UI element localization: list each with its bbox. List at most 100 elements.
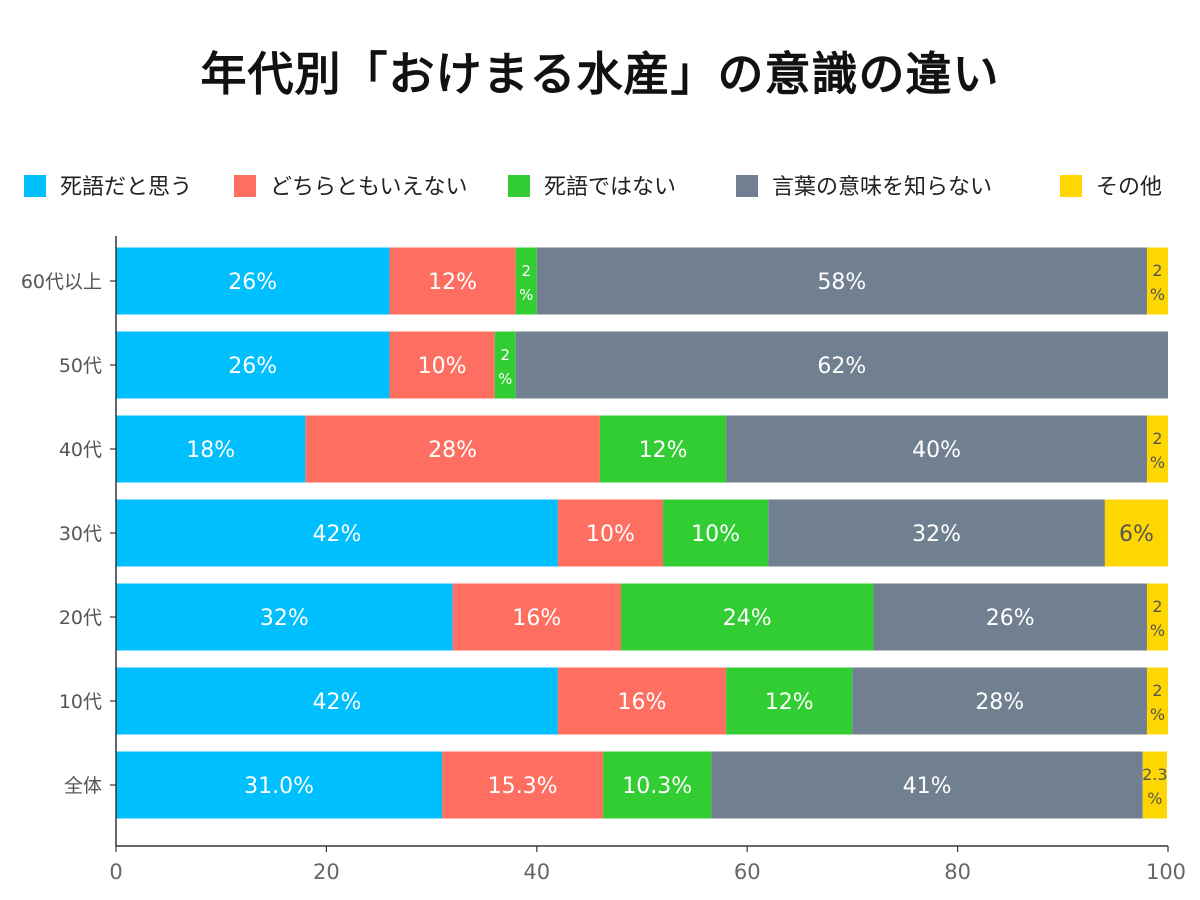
data-label: 2.3 (1142, 765, 1167, 784)
bar-segment (603, 751, 712, 819)
x-tick-label: 60 (734, 860, 761, 884)
category-label: 30代 (59, 523, 102, 545)
data-label-unit: % (1150, 453, 1165, 472)
data-label: 2 (1152, 261, 1162, 280)
bar-segment (1146, 667, 1168, 735)
data-label: 32% (912, 522, 961, 547)
chart-title: 年代別「おけまる水産」の意識の違い (200, 47, 1000, 101)
category-label: 20代 (59, 607, 102, 629)
legend-swatch (24, 175, 46, 197)
legend-label: その他 (1096, 175, 1162, 200)
data-label-unit: % (1150, 621, 1165, 640)
data-label: 62% (817, 354, 866, 379)
legend-swatch (1060, 175, 1082, 197)
data-label: 6% (1119, 522, 1154, 547)
bar-segment (599, 415, 727, 483)
bar-segment (389, 247, 516, 315)
data-label: 2 (1152, 597, 1162, 616)
data-label-unit: % (1147, 789, 1162, 808)
legend-label: 死語ではない (544, 175, 676, 200)
data-label: 12% (639, 438, 688, 463)
data-label: 10.3% (622, 774, 692, 799)
bar-segment (116, 247, 390, 315)
category-label: 50代 (59, 355, 102, 377)
data-label: 18% (186, 438, 235, 463)
data-label: 2 (500, 346, 510, 364)
bar-segment (711, 751, 1143, 819)
category-label: 60代以上 (21, 271, 102, 293)
legend-swatch (736, 175, 758, 197)
bar-row: 31.0% 15.3% 10.3% 41% 2.3% (116, 751, 1168, 819)
legend-item: その他 (1060, 175, 1162, 200)
bar-segment (116, 331, 390, 399)
bar-row: 42% 16% 12% 28% 2% (116, 667, 1168, 735)
data-label-unit: % (1150, 705, 1165, 724)
bar-segment (116, 751, 443, 819)
legend-label: 死語だと思う (60, 175, 192, 200)
bar-segment (663, 499, 769, 567)
category-label: 40代 (59, 439, 102, 461)
data-label-unit: % (498, 370, 512, 388)
bar-segment (1146, 583, 1168, 651)
bar-segment (557, 667, 727, 735)
x-tick-label: 0 (109, 860, 122, 884)
bar-segment (515, 331, 1168, 399)
legend: 死語だと思う どちらともいえない 死語ではない 言葉の意味を知らない その他 (24, 175, 1162, 200)
bar-segment (1146, 415, 1168, 483)
data-label: 2 (1152, 681, 1162, 700)
data-label: 41% (903, 774, 952, 799)
data-label-unit: % (1150, 285, 1165, 304)
data-label: 42% (312, 690, 361, 715)
legend-item: 言葉の意味を知らない (736, 175, 992, 200)
data-label: 26% (228, 270, 277, 295)
bar-row: 26% 10% 2% 62% (116, 331, 1168, 399)
data-label: 58% (817, 270, 866, 295)
legend-item: どちらともいえない (234, 175, 468, 200)
bar-segment (116, 667, 558, 735)
bar-segment (389, 331, 495, 399)
data-label: 2 (1152, 429, 1162, 448)
legend-swatch (234, 175, 256, 197)
bar-segment (116, 583, 453, 651)
bar-segment (536, 247, 1147, 315)
bar-segment (116, 499, 558, 567)
bar-segment (494, 331, 516, 399)
bar-segment (852, 667, 1147, 735)
data-label: 2 (522, 262, 532, 280)
bar-segment (1104, 499, 1168, 567)
bar-segment (1146, 247, 1168, 315)
bar-segment (452, 583, 621, 651)
bar-segment (873, 583, 1147, 651)
bar-segment (442, 751, 604, 819)
data-label: 42% (312, 522, 361, 547)
data-label-unit: % (519, 286, 533, 304)
category-label: 10代 (59, 691, 102, 713)
bar-segment (1142, 751, 1167, 819)
data-label: 16% (618, 690, 667, 715)
data-label: 26% (986, 606, 1035, 631)
bar-row: 18% 28% 12% 40% 2% (116, 415, 1168, 483)
data-label: 12% (765, 690, 814, 715)
data-label: 31.0% (244, 774, 314, 799)
legend-item: 死語ではない (508, 175, 676, 200)
bar-row: 32% 16% 24% 26% 2% (116, 583, 1168, 651)
legend-swatch (508, 175, 530, 197)
bar-segment (768, 499, 1105, 567)
bars: 26% 12% 2% 58% 2%26% 10% 2% 62%18% 28% 12% 40% 2%42… (116, 247, 1168, 819)
data-label: 40% (912, 438, 961, 463)
data-label: 10% (691, 522, 740, 547)
bar-segment (726, 415, 1147, 483)
bar-segment (515, 247, 537, 315)
data-label: 24% (723, 606, 772, 631)
data-label: 12% (428, 270, 477, 295)
bar-row: 42% 10% 10% 32% 6% (116, 499, 1168, 567)
bar-segment (305, 415, 600, 483)
legend-label: どちらともいえない (270, 175, 468, 200)
legend-label: 言葉の意味を知らない (772, 175, 992, 200)
data-label: 28% (975, 690, 1024, 715)
bar-row: 26% 12% 2% 58% 2% (116, 247, 1168, 315)
data-label: 10% (418, 354, 467, 379)
x-tick-label: 80 (944, 860, 971, 884)
